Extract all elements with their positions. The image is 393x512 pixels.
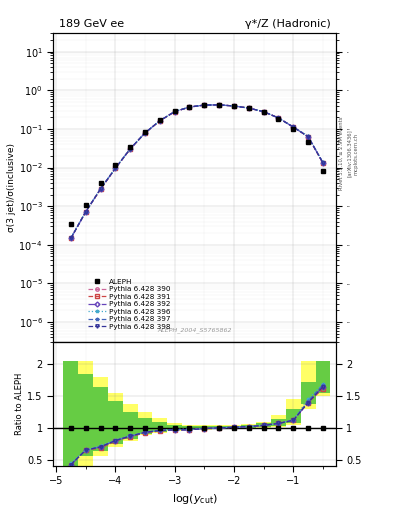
Bar	[138, 418, 152, 434]
Bar	[227, 425, 241, 429]
Bar	[167, 425, 182, 431]
Bar	[212, 426, 227, 429]
Legend: ALEPH, Pythia 6.428 390, Pythia 6.428 391, Pythia 6.428 392, Pythia 6.428 396, P: ALEPH, Pythia 6.428 390, Pythia 6.428 39…	[85, 275, 173, 332]
Text: 189 GeV ee: 189 GeV ee	[59, 18, 124, 29]
Text: ALEPH_2004_S5765862: ALEPH_2004_S5765862	[157, 327, 232, 333]
Bar	[78, 374, 93, 456]
Bar	[241, 425, 256, 428]
Bar	[271, 415, 286, 426]
Bar	[241, 424, 256, 429]
Bar	[93, 377, 108, 456]
Bar	[197, 426, 212, 429]
Bar	[63, 361, 78, 466]
Bar	[286, 399, 301, 425]
Bar	[123, 412, 138, 439]
Bar	[108, 401, 123, 444]
Bar	[152, 421, 167, 432]
Bar	[182, 425, 197, 431]
Bar	[93, 387, 108, 452]
Text: γ*/Z (Hadronic): γ*/Z (Hadronic)	[244, 18, 331, 29]
Y-axis label: σ(3 jet)/σ(inclusive): σ(3 jet)/σ(inclusive)	[7, 143, 16, 232]
Bar	[63, 361, 78, 466]
Bar	[152, 418, 167, 433]
Bar	[197, 425, 212, 430]
Bar	[108, 393, 123, 447]
Bar	[182, 426, 197, 431]
Bar	[212, 425, 227, 429]
Text: Rivet 3.1.10, ≥ 2.9M events: Rivet 3.1.10, ≥ 2.9M events	[339, 117, 344, 190]
Y-axis label: Ratio to ALEPH: Ratio to ALEPH	[15, 373, 24, 435]
Bar	[256, 421, 271, 428]
Bar	[316, 361, 331, 393]
Bar	[256, 423, 271, 427]
Bar	[78, 361, 93, 466]
Bar	[227, 426, 241, 429]
Text: mcplots.cern.ch: mcplots.cern.ch	[354, 133, 359, 175]
Bar	[316, 361, 331, 396]
Bar	[167, 423, 182, 431]
Bar	[286, 409, 301, 423]
Bar	[138, 412, 152, 436]
Text: [arXiv:1306.3436]: [arXiv:1306.3436]	[347, 130, 352, 178]
Bar	[271, 419, 286, 426]
Bar	[301, 361, 316, 409]
Bar	[301, 382, 316, 404]
X-axis label: $\log(y_{\rm cut})$: $\log(y_{\rm cut})$	[172, 492, 217, 506]
Bar	[123, 404, 138, 440]
